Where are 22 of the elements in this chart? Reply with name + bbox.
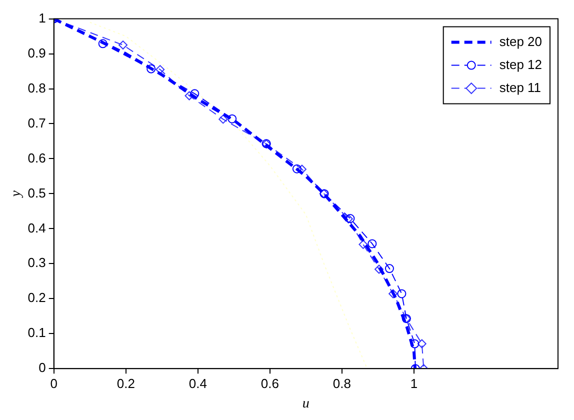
x-tick-label: 0 [50, 376, 58, 391]
x-axis-title: u [302, 396, 310, 412]
legend-label: step 12 [499, 56, 542, 72]
legend-label: step 11 [499, 80, 542, 95]
y-tick-label: 0.4 [28, 220, 46, 236]
x-tick-label: 0.2 [116, 376, 135, 391]
y-tick-label: 0 [38, 360, 46, 376]
x-tick-label: 0.4 [188, 376, 207, 391]
y-tick-label: 0.6 [28, 150, 46, 166]
x-tick-label: 0.6 [260, 376, 279, 391]
y-tick-label: 0.5 [28, 185, 46, 200]
y-tick-label: 0.2 [28, 290, 46, 306]
y-tick-label: 1 [38, 10, 46, 26]
legend-label: step 20 [499, 34, 542, 49]
y-tick-label: 0.7 [28, 115, 46, 130]
y-tick-label: 0.9 [28, 45, 46, 60]
y-axis-title: y [9, 190, 24, 199]
y-tick-label: 0.1 [28, 325, 46, 340]
y-tick-label: 0.3 [28, 255, 46, 270]
x-tick-label: 0.8 [332, 376, 351, 391]
y-tick-label: 0.8 [28, 80, 46, 96]
x-tick-label: 1 [410, 376, 418, 391]
